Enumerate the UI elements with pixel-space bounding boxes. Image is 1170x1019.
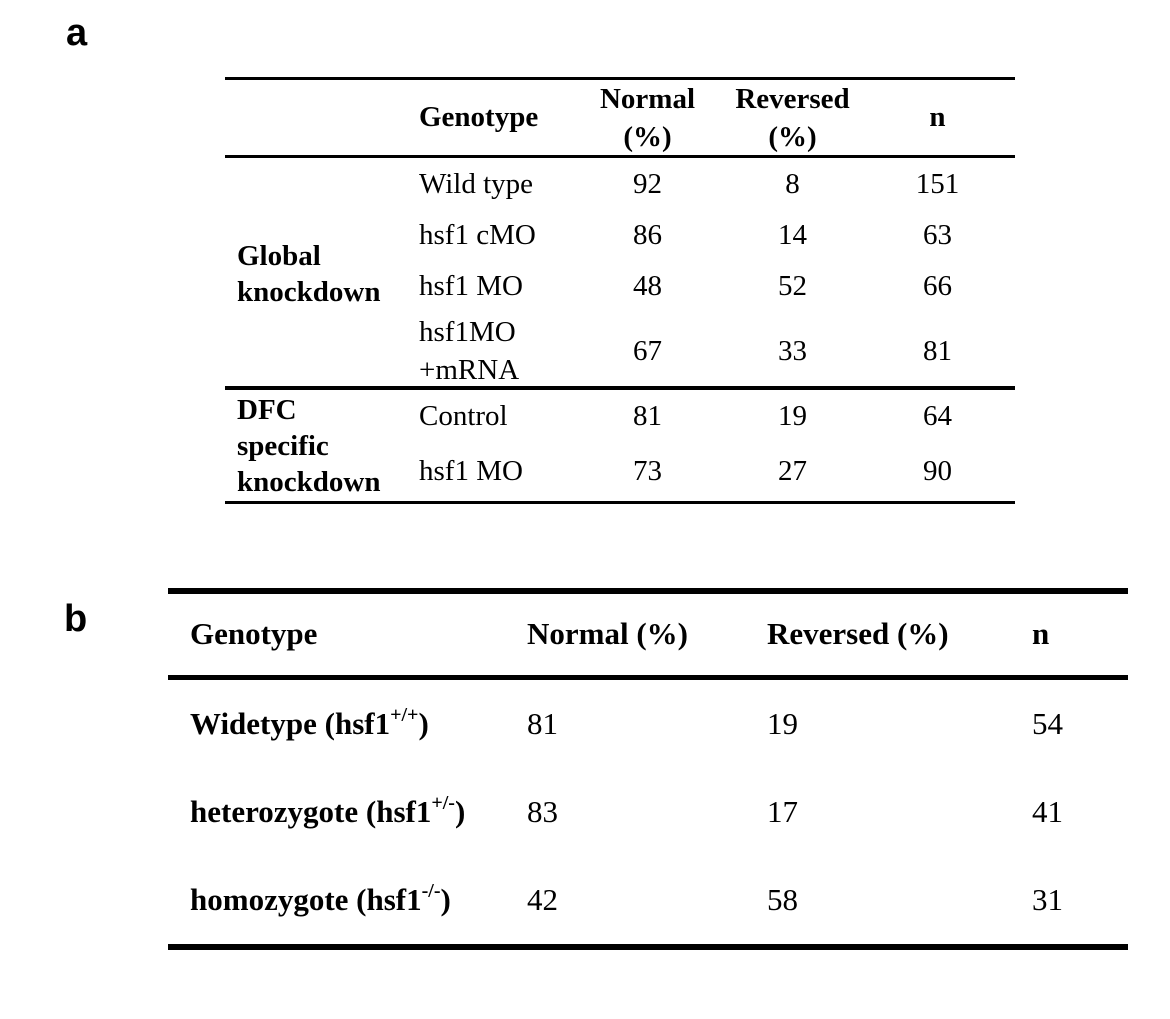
table-a-row4-genotype: hsf1MO +mRNA xyxy=(415,312,570,390)
table-b-header-genotype: Genotype xyxy=(190,616,318,651)
table-a-row6-n: 90 xyxy=(923,455,952,487)
table-b-row3-genotype-paren: ) xyxy=(440,882,451,917)
table-b-bottom-rule xyxy=(168,944,1128,950)
table-a-row2-normal: 86 xyxy=(633,218,662,251)
table-a-row2-reversed: 14 xyxy=(778,218,807,251)
table-b-row3-n: 31 xyxy=(1032,882,1063,917)
table-b-mutant: Genotype Normal (%) Reversed (%) n Widet… xyxy=(168,588,1128,950)
table-a-header-normal: Normal (%) xyxy=(570,77,725,158)
table-a-row5-reversed: 19 xyxy=(778,399,807,432)
table-a-row1-reversed: 8 xyxy=(785,167,800,200)
table-b-row2-genotype-superscript: +/- xyxy=(431,792,455,814)
table-a-row2-n: 63 xyxy=(923,218,952,251)
table-a-row5-n: 64 xyxy=(923,399,952,432)
table-b-row2-genotype-text: heterozygote (hsf1 xyxy=(190,794,432,829)
table-a-row6-genotype: hsf1 MO xyxy=(419,455,523,487)
table-a-mid-rule xyxy=(225,386,1015,390)
table-a-row4-genotype-line2: +mRNA xyxy=(419,354,520,386)
table-a-header-normal-line1: Normal xyxy=(599,82,696,115)
table-a-row3-genotype: hsf1 MO xyxy=(419,269,523,302)
table-a-row2-genotype: hsf1 cMO xyxy=(419,218,536,251)
panel-a-label: a xyxy=(66,12,88,54)
table-b-row3-reversed: 58 xyxy=(767,882,798,917)
table-b-row2-genotype: heterozygote (hsf1+/-) xyxy=(168,768,525,856)
table-a-row3-normal: 48 xyxy=(633,269,662,302)
group-global-line2: knockdown xyxy=(237,276,381,308)
table-a-row5-genotype: Control xyxy=(419,399,508,432)
table-a-bottom-rule xyxy=(225,501,1015,504)
table-b-grid: Genotype Normal (%) Reversed (%) n Widet… xyxy=(168,588,1128,950)
table-b-header-reversed: Reversed (%) xyxy=(767,616,949,651)
table-a-top-rule xyxy=(225,77,1015,80)
table-b-row3-genotype-text: homozygote (hsf1 xyxy=(190,882,422,917)
table-b-row3-normal: 42 xyxy=(527,882,558,917)
table-b-row1-genotype: Widetype (hsf1+/+) xyxy=(168,680,525,768)
table-b-row1-genotype-superscript: +/+ xyxy=(390,704,419,726)
table-a-header-genotype: Genotype xyxy=(419,101,539,133)
table-b-row1-genotype-text: Widetype (hsf1 xyxy=(190,706,391,741)
table-b-row3-genotype-superscript: -/- xyxy=(421,880,441,902)
table-b-row1-genotype-paren: ) xyxy=(418,706,429,741)
table-a-row3-n: 66 xyxy=(923,269,952,302)
table-b-row2-genotype-paren: ) xyxy=(454,794,466,829)
table-a-header-reversed-line1: Reversed xyxy=(735,82,850,115)
table-a-group-dfc-knockdown: DFC specific knockdown xyxy=(225,390,415,501)
table-a-row6-normal: 73 xyxy=(633,455,662,487)
table-a-header-reversed-line2: (%) xyxy=(768,120,817,153)
table-a-row1-n: 151 xyxy=(915,167,960,200)
table-a-row4-genotype-line1: hsf1MO xyxy=(419,316,516,348)
table-b-row2-normal: 83 xyxy=(527,794,558,829)
table-b-row1-reversed: 19 xyxy=(767,706,798,741)
table-a-grid: Genotype Normal (%) Reversed (%) n Globa… xyxy=(225,77,1015,504)
table-b-top-rule xyxy=(168,588,1128,594)
group-dfc-line3: knockdown xyxy=(237,465,381,498)
panel-b-label: b xyxy=(64,598,88,640)
table-a-group-global-knockdown: Global knockdown xyxy=(225,158,415,390)
table-b-row2-n: 41 xyxy=(1032,794,1063,829)
table-a-row5-normal: 81 xyxy=(633,399,662,432)
table-b-row1-n: 54 xyxy=(1032,706,1063,741)
table-a-row1-genotype: Wild type xyxy=(419,167,534,200)
table-a-row4-normal: 67 xyxy=(633,334,662,367)
table-a-header-n: n xyxy=(929,101,946,133)
table-a-row3-reversed: 52 xyxy=(778,269,807,302)
table-a-header-rule xyxy=(225,155,1015,158)
table-a-row6-reversed: 27 xyxy=(778,455,807,487)
table-a-row4-n: 81 xyxy=(923,334,952,367)
group-dfc-line2: specific xyxy=(237,429,329,462)
table-b-row3-genotype: homozygote (hsf1-/-) xyxy=(168,856,525,944)
table-a-row4-reversed: 33 xyxy=(778,334,807,367)
table-a-header-reversed: Reversed (%) xyxy=(725,77,860,158)
table-a-row1-normal: 92 xyxy=(633,167,662,200)
table-b-header-normal: Normal (%) xyxy=(527,616,688,651)
table-b-row1-normal: 81 xyxy=(527,706,558,741)
table-b-header-n: n xyxy=(1032,616,1050,651)
table-b-header-rule xyxy=(168,675,1128,680)
table-a-header-normal-line2: (%) xyxy=(623,120,672,153)
group-dfc-line1: DFC xyxy=(237,393,297,426)
group-global-line1: Global xyxy=(237,240,321,272)
table-a-knockdown: Genotype Normal (%) Reversed (%) n Globa… xyxy=(225,77,1015,504)
table-b-row2-reversed: 17 xyxy=(767,794,798,829)
